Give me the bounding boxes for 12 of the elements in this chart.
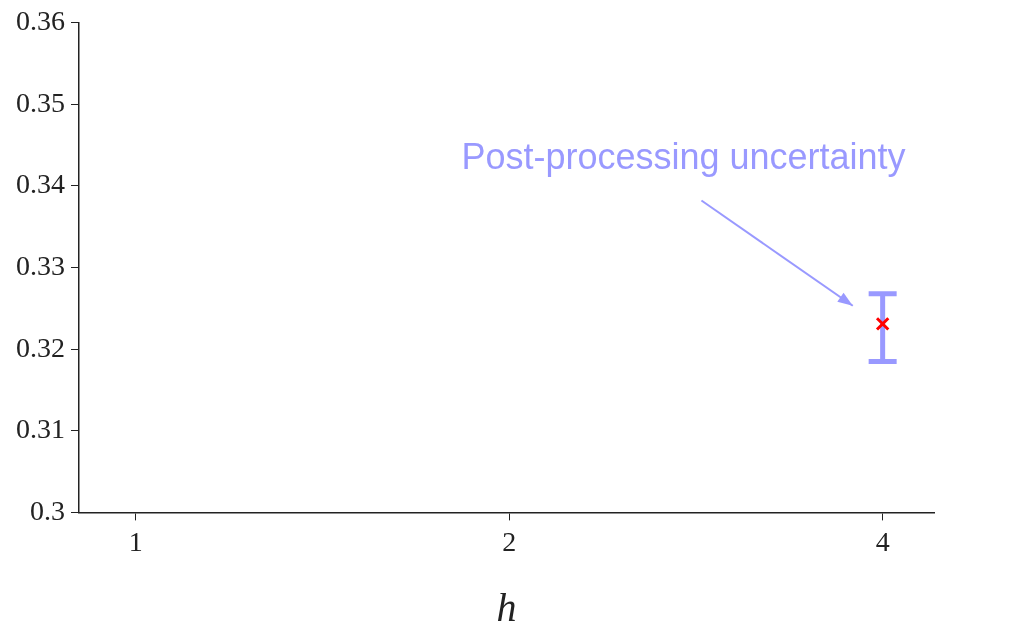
- y-tick-label: 0.32: [16, 331, 65, 363]
- x-axis-title: h: [496, 584, 517, 630]
- annotation: Post-processing uncertainty: [461, 135, 906, 177]
- y-tick-label: 0.31: [16, 413, 65, 445]
- x-tick-label: 1: [128, 525, 143, 557]
- x-tick-label: 4: [875, 525, 890, 557]
- x-tick-label: 2: [502, 525, 517, 557]
- y-tick-label: 0.36: [16, 5, 65, 37]
- y-tick-label: 0.35: [16, 86, 65, 118]
- y-tick-label: 0.33: [16, 249, 65, 281]
- y-tick-label: 0.34: [16, 168, 65, 200]
- y-tick-label: 0.3: [30, 494, 65, 526]
